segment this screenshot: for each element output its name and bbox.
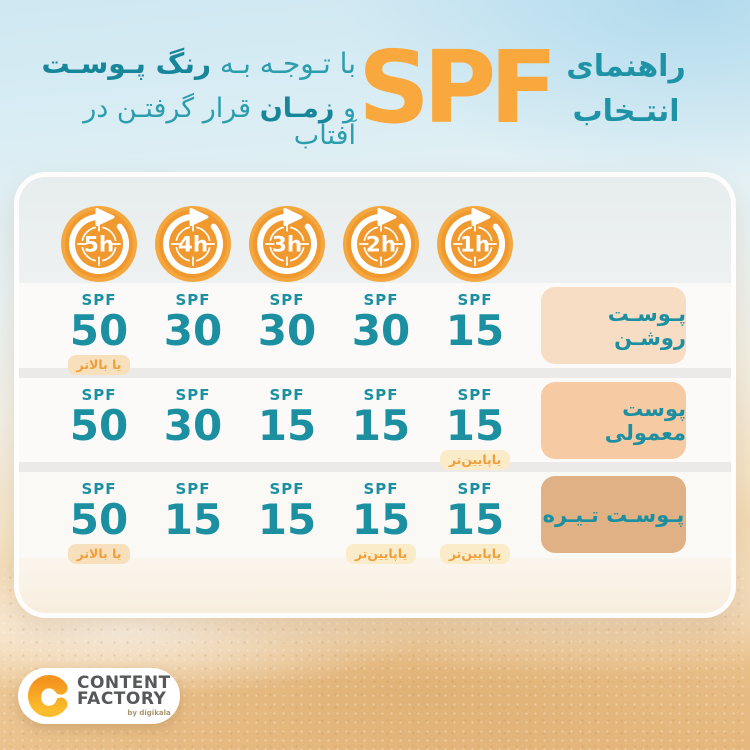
subtitle: با تـوجـه بـه رنگ پـوسـت و زمـان قرار گر… [40,47,356,150]
skin-type-label-light: پـوسـت روشـن [541,287,686,364]
or-lower-badge: یاپایین‌تر [439,543,511,564]
subtitle-l1-bold: رنگ پـوسـت [41,47,211,80]
spf-unit-label: SPF [363,480,399,498]
spf-cell: SPF 15 [334,378,428,470]
spf-value: 15 [257,494,317,544]
spf-cell: SPF 50 [52,378,146,470]
clock-label: 2h [366,233,396,258]
logo-byline: by digikala [127,709,171,718]
spf-cell: SPF 15 یاپایین‌تر [334,472,428,564]
spf-value: 15 [445,494,505,544]
spf-value: 15 [163,494,223,544]
hours-header-row: 5h 4h [19,177,731,283]
spf-unit-label: SPF [363,291,399,309]
spf-unit-label: SPF [81,386,117,404]
row-separator [19,462,731,472]
row-separator [19,368,731,378]
clock-5h-icon: 5h [61,206,137,282]
clock-label: 3h [272,233,302,258]
spf-main-title: SPF [358,29,558,146]
spf-unit-label: SPF [363,386,399,404]
spf-unit-label: SPF [457,291,493,309]
spf-value: 15 [351,400,411,450]
spf-value: 15 [445,400,505,450]
or-higher-badge: یا بالاتر [67,543,131,564]
clock-3h-icon: 3h [249,206,325,282]
spf-unit-label: SPF [81,291,117,309]
spf-table-card: 5h 4h [14,172,736,618]
clock-1h-icon: 1h [437,206,513,282]
subtitle-line2: و زمـان قرار گرفتـن در آفتاب [40,95,356,149]
spf-value: 30 [351,305,411,355]
spf-cell: SPF 30 [334,283,428,375]
spf-cell: SPF 15 [240,472,334,564]
subtitle-l2-bold: زمـان [259,93,335,124]
spf-unit-label: SPF [269,386,305,404]
row-cells: SPF 50 یا بالاتر SPF 30 SPF 30 SPF 30 [19,283,731,375]
spf-unit-label: SPF [457,386,493,404]
spf-value: 50 [69,305,129,355]
spf-cell: SPF 15 [428,283,522,375]
title-right-line2: انتـخاب [572,94,680,129]
logo-line1: CONTENT [77,672,171,693]
spf-value: 50 [69,494,129,544]
spf-cell: SPF 50 یا بالاتر [52,283,146,375]
or-higher-badge: یا بالاتر [67,354,131,375]
table-row-dark-skin: SPF 50 یا بالاتر SPF 15 SPF 15 SPF 15 یا… [19,472,731,564]
spf-unit-label: SPF [269,480,305,498]
clock-label: 5h [84,233,114,258]
spf-cell: SPF 15 یاپایین‌تر [428,378,522,470]
clock-2h-icon: 2h [343,206,419,282]
subtitle-line1: با تـوجـه بـه رنگ پـوسـت [42,47,356,80]
spf-value: 50 [69,400,129,450]
spf-cell: SPF 30 [146,378,240,470]
subtitle-l2-rest: قرار گرفتـن در آفتاب [83,93,356,151]
clock-label: 4h [178,233,208,258]
content-factory-logo: CONTENT FACTORY by digikala [18,668,180,724]
spf-unit-label: SPF [457,480,493,498]
subtitle-l2-prefix: و [342,93,356,124]
logo-text: CONTENT FACTORY by digikala [77,672,171,718]
clock-label: 1h [460,233,490,258]
clock-4h-icon: 4h [155,206,231,282]
table-row-light-skin: SPF 50 یا بالاتر SPF 30 SPF 30 SPF 30 [19,283,731,375]
spf-unit-label: SPF [175,291,211,309]
spf-value: 30 [163,305,223,355]
card-bottom-strip [19,558,731,613]
spf-cell: SPF 15 [146,472,240,564]
spf-value: 30 [163,400,223,450]
skin-type-label-normal: پوست معمولی [541,382,686,459]
row-cells: SPF 50 SPF 30 SPF 15 SPF 15 SPF 15 [19,378,731,470]
skin-type-label-dark: پـوسـت تـیـره [541,476,686,553]
spf-cell: SPF 30 [146,283,240,375]
or-lower-badge: یاپایین‌تر [439,449,511,470]
spf-value: 30 [257,305,317,355]
spf-cell: SPF 15 یاپایین‌تر [428,472,522,564]
table-row-normal-skin: SPF 50 SPF 30 SPF 15 SPF 15 SPF 15 [19,378,731,470]
spf-cell: SPF 30 [240,283,334,375]
title-right: راهنمای انتـخاب [566,44,686,134]
spf-unit-label: SPF [269,291,305,309]
spf-unit-label: SPF [175,386,211,404]
spf-unit-label: SPF [81,480,117,498]
spf-value: 15 [351,494,411,544]
spf-unit-label: SPF [175,480,211,498]
content-factory-c-icon [27,674,71,718]
or-lower-badge: یاپایین‌تر [345,543,417,564]
spf-cell: SPF 15 [240,378,334,470]
spf-value: 15 [445,305,505,355]
spf-value: 15 [257,400,317,450]
title-right-line1: راهنمای [566,49,686,84]
subtitle-l1-normal: با تـوجـه بـه [219,47,356,80]
logo-line2: FACTORY [77,689,167,709]
row-cells: SPF 50 یا بالاتر SPF 15 SPF 15 SPF 15 یا… [19,472,731,564]
spf-cell: SPF 50 یا بالاتر [52,472,146,564]
